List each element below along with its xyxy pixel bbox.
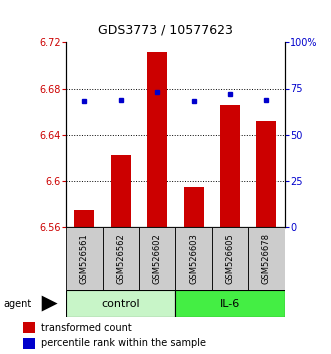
Bar [74, 211, 94, 227]
Text: transformed count: transformed count [41, 322, 132, 332]
Text: GSM526678: GSM526678 [262, 233, 271, 284]
Text: GSM526602: GSM526602 [153, 233, 162, 284]
Text: GSM526603: GSM526603 [189, 233, 198, 284]
Bar [175, 227, 212, 290]
Bar [23, 338, 35, 349]
Bar [139, 227, 175, 290]
Text: GSM526562: GSM526562 [116, 233, 125, 284]
Text: GSM526561: GSM526561 [80, 233, 89, 284]
Bar [147, 52, 167, 227]
Polygon shape [42, 296, 58, 312]
Text: GSM526605: GSM526605 [225, 233, 235, 284]
Bar [23, 322, 35, 333]
Text: control: control [102, 298, 140, 309]
Bar [111, 155, 131, 227]
Text: GDS3773 / 10577623: GDS3773 / 10577623 [98, 23, 233, 36]
Bar [175, 290, 285, 317]
Text: agent: agent [3, 298, 31, 309]
Bar [257, 121, 276, 227]
Text: percentile rank within the sample: percentile rank within the sample [41, 338, 206, 348]
Bar [220, 104, 240, 227]
Bar [212, 227, 248, 290]
Bar [184, 187, 204, 227]
Bar [248, 227, 285, 290]
Bar [66, 290, 175, 317]
Bar [103, 227, 139, 290]
Bar [66, 227, 103, 290]
Text: IL-6: IL-6 [220, 298, 240, 309]
